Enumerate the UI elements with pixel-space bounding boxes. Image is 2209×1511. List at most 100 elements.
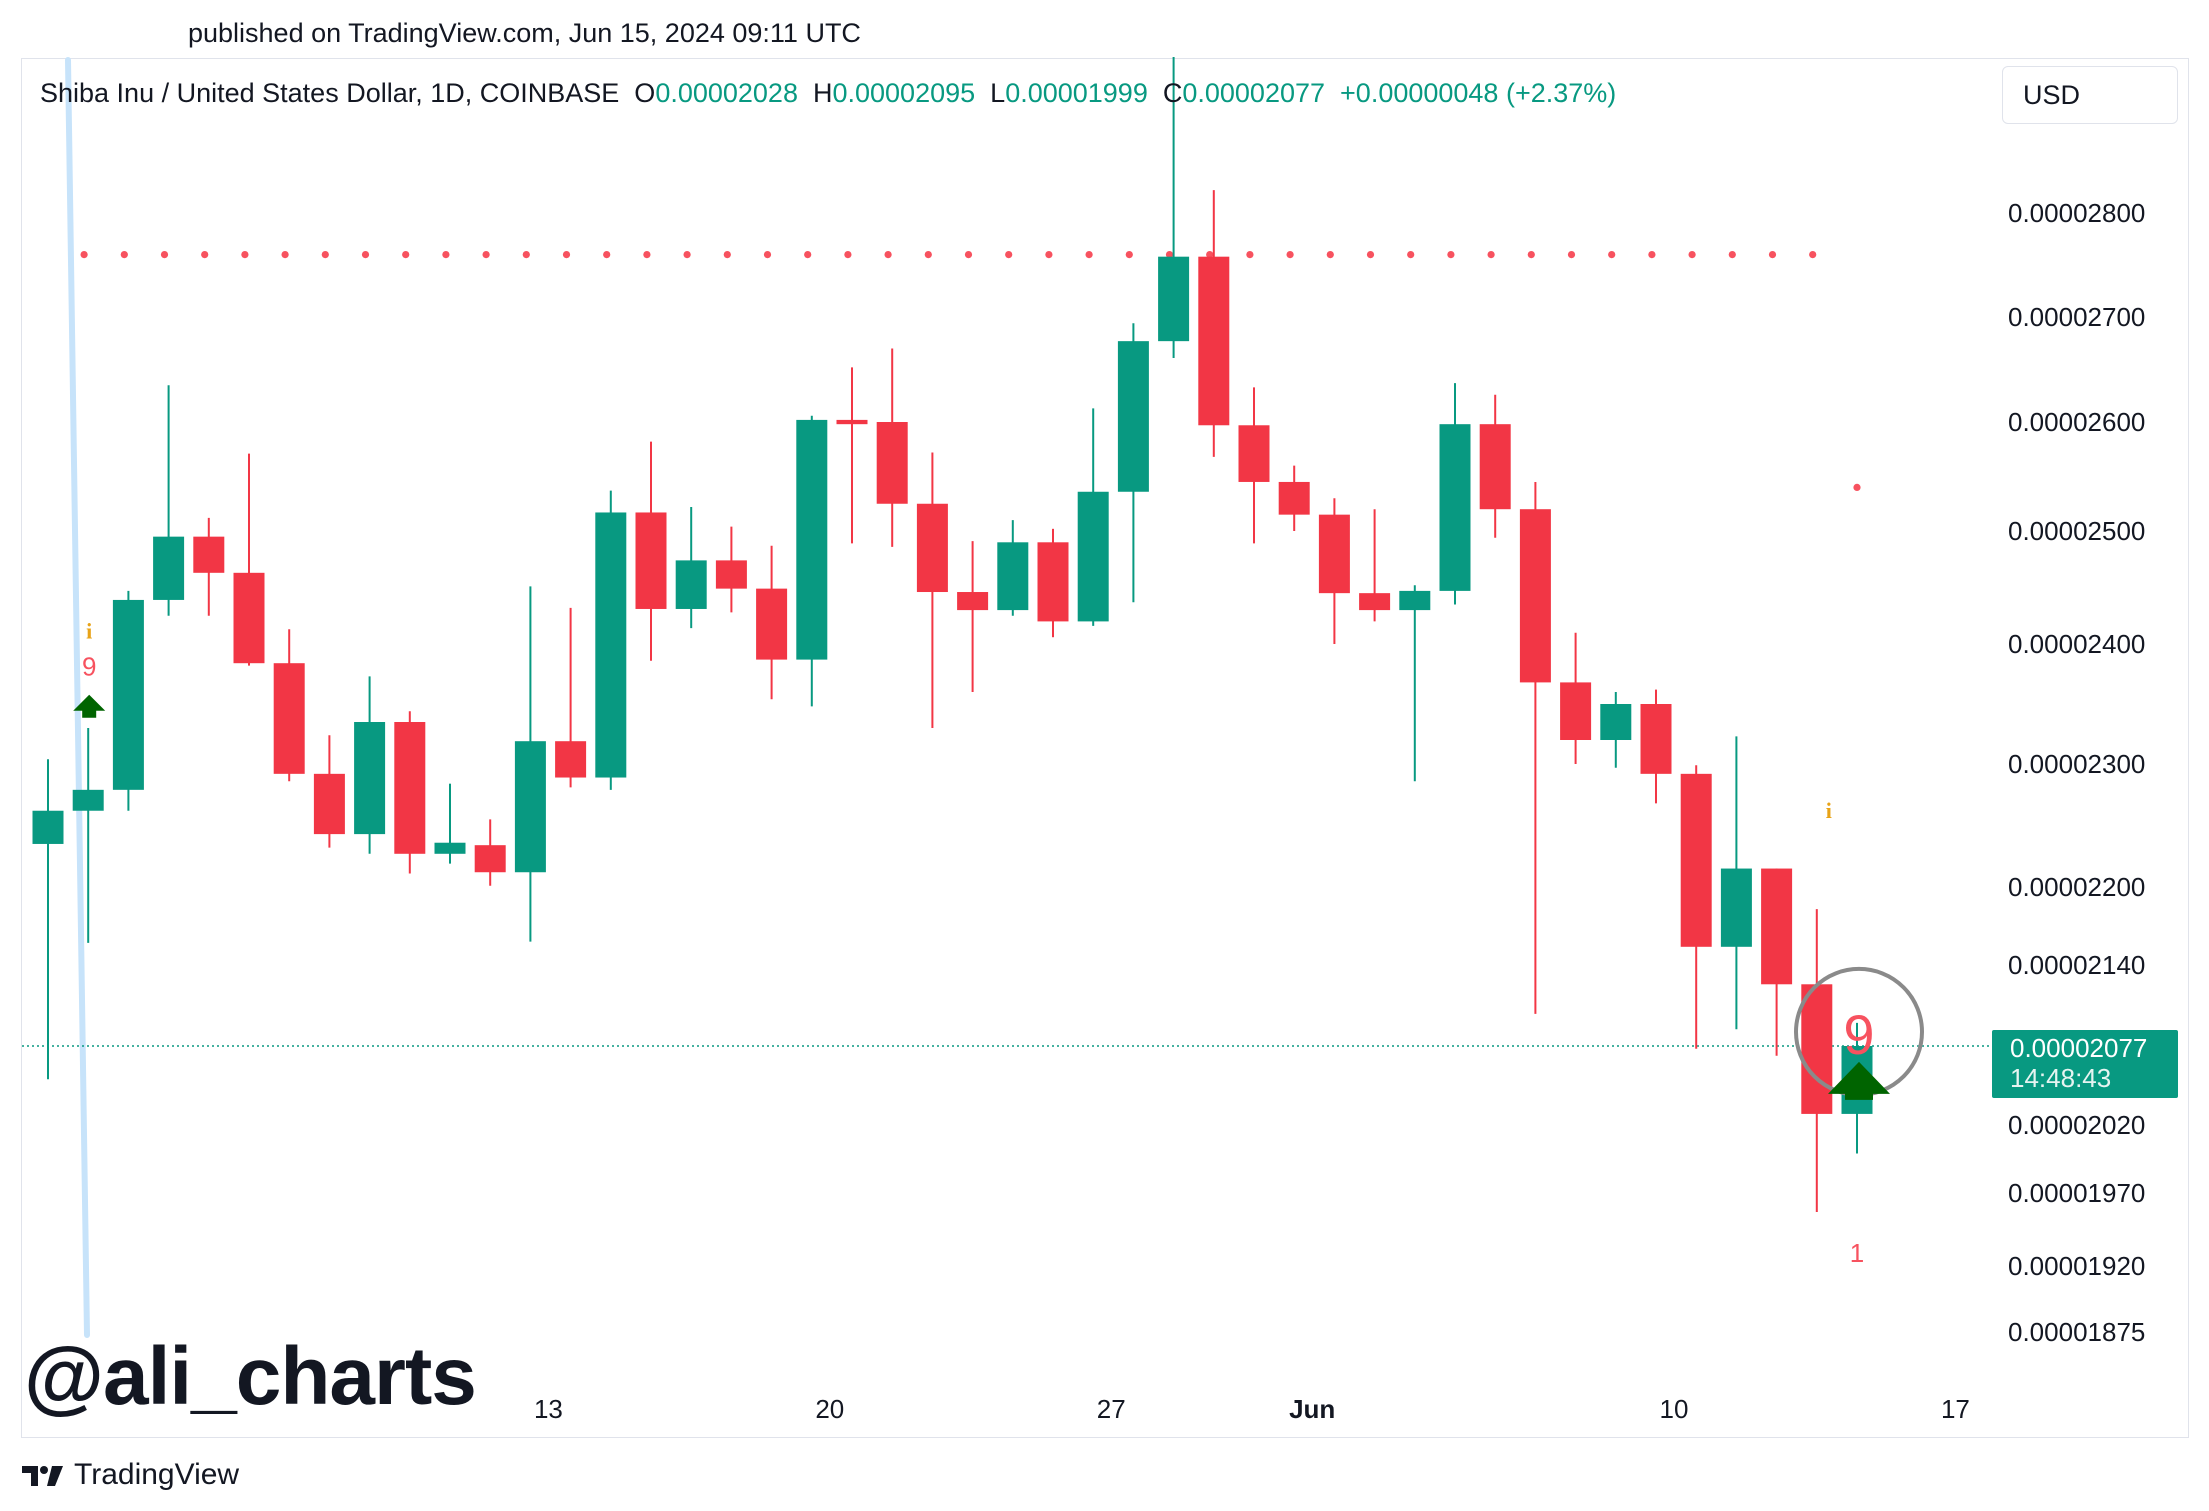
candle (1680, 765, 1712, 1049)
candle-body (1399, 590, 1431, 611)
author-watermark: @ali_charts (24, 1331, 477, 1422)
candle-body (957, 592, 989, 611)
candle-body (1198, 256, 1230, 426)
candle-body (474, 845, 506, 873)
candle-body (233, 572, 265, 664)
resistance-dot (924, 251, 932, 259)
currency-selector[interactable]: USD (2002, 66, 2178, 124)
candle (112, 590, 144, 811)
candle (1399, 585, 1431, 782)
candle-body (1439, 424, 1471, 591)
candle (957, 541, 989, 692)
candle-body (1720, 868, 1752, 947)
resistance-dot (683, 251, 691, 259)
tradingview-footer[interactable]: TradingView (22, 1458, 239, 1492)
sequential-markers: i 9 9 i 1 (73, 619, 1924, 1268)
resistance-dotted-line (80, 251, 1861, 491)
drawn-trend-line (65, 57, 90, 1338)
y-tick-label: 0.00002500 (2008, 516, 2145, 546)
candle (474, 819, 506, 886)
candle (1117, 323, 1149, 603)
x-tick-label: 20 (815, 1394, 844, 1424)
x-tick-label: 27 (1097, 1394, 1126, 1424)
resistance-dot (80, 251, 88, 259)
candle-body (1801, 984, 1833, 1114)
x-tick-label: 10 (1660, 1394, 1689, 1424)
y-tick-label: 0.00002600 (2008, 407, 2145, 437)
resistance-dot (522, 251, 530, 259)
y-tick-label: 0.00001875 (2008, 1317, 2145, 1347)
candle-body (1117, 341, 1149, 492)
drawing-layer (22, 57, 1992, 1338)
candle-body (1037, 542, 1069, 622)
resistance-dot (603, 251, 611, 259)
countdown-label: 1 (1850, 1238, 1864, 1268)
candle (1278, 465, 1310, 531)
candle-body (836, 419, 868, 425)
resistance-dot (844, 251, 852, 259)
candle (1037, 528, 1069, 638)
candle-body (675, 560, 707, 609)
resistance-dot (804, 251, 812, 259)
candle (796, 415, 828, 707)
resistance-dot (1125, 251, 1133, 259)
y-tick-label: 0.00001970 (2008, 1178, 2145, 1208)
resistance-dot (281, 251, 289, 259)
resistance-dot (723, 251, 731, 259)
candle (1479, 394, 1511, 538)
resistance-dot (1045, 251, 1053, 259)
resistance-dot (1165, 251, 1174, 259)
candle (394, 711, 426, 874)
candle (354, 676, 386, 854)
setup-arrow-icon (1828, 1061, 1890, 1100)
candle-body (193, 536, 225, 573)
resistance-dot (1728, 251, 1736, 259)
resistance-dot (442, 251, 450, 259)
candle-body (756, 588, 788, 660)
candle-body (997, 542, 1029, 611)
setup-arrow-icon (73, 694, 106, 718)
resistance-dot (1567, 251, 1576, 259)
candle (313, 735, 345, 848)
info-marker: i (1826, 798, 1832, 823)
signal-dot (1853, 483, 1861, 491)
high-value: 0.00002095 (832, 78, 976, 108)
resistance-dot (160, 251, 169, 259)
candle-body (1600, 704, 1632, 740)
published-note: published on TradingView.com, Jun 15, 20… (188, 18, 861, 48)
x-tick-label: Jun (1289, 1394, 1335, 1424)
candle (1761, 868, 1793, 1056)
candle-body (514, 741, 546, 873)
y-tick-label: 0.00001920 (2008, 1251, 2145, 1281)
candle (675, 507, 707, 629)
resistance-dot (1407, 251, 1415, 259)
x-tick-label: 13 (534, 1394, 563, 1424)
candle (595, 490, 627, 790)
resistance-dot (361, 251, 370, 259)
symbol-title[interactable]: Shiba Inu / United States Dollar, 1D, CO… (40, 78, 620, 108)
candle (1439, 383, 1471, 605)
candle-body (1479, 424, 1511, 510)
open-label: O (634, 78, 656, 108)
candle (555, 607, 587, 788)
resistance-dot (120, 251, 128, 259)
setup-count-label: 9 (82, 652, 96, 682)
resistance-dot (1688, 251, 1696, 259)
resistance-dot (1809, 251, 1817, 259)
bar-countdown: 14:48:43 (2010, 1063, 2112, 1093)
resistance-dot (1246, 251, 1254, 259)
resistance-dot (402, 251, 410, 259)
chart-frame[interactable] (21, 58, 2189, 1438)
resistance-dot (643, 251, 651, 259)
change-value: +0.00000048 (+2.37%) (1340, 78, 1617, 108)
candle (1720, 736, 1752, 1030)
y-tick-label: 0.00002700 (2008, 302, 2145, 332)
candle-body (1680, 773, 1712, 947)
candle (1238, 387, 1270, 544)
axes: 0.00002800 0.00002700 0.00002600 0.00002500… (534, 198, 2145, 1424)
info-marker: i (86, 619, 92, 644)
high-label: H (812, 78, 833, 108)
candle (1318, 498, 1350, 644)
resistance-dot (1085, 251, 1093, 259)
